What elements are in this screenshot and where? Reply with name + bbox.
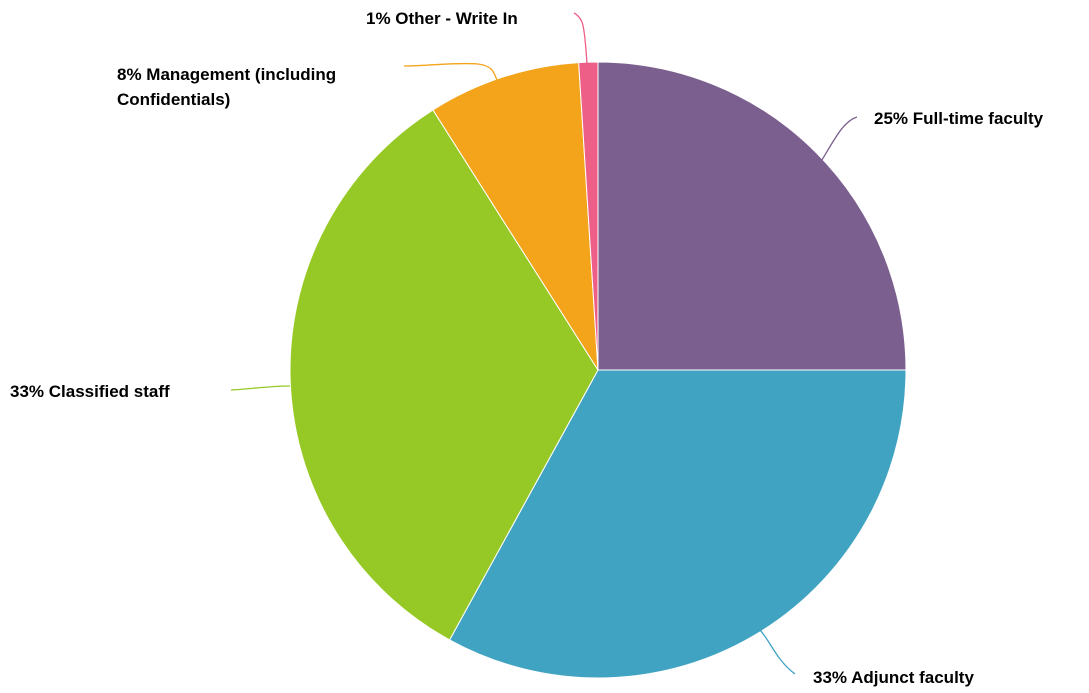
slice-label-adjunct-faculty: 33% Adjunct faculty: [813, 668, 974, 687]
slice-label-classified-staff: 33% Classified staff: [10, 382, 170, 401]
leader-line-classified-staff: [230, 385, 291, 391]
pie-slice-classified-staff: [289, 109, 599, 641]
leader-lines: [230, 12, 858, 675]
leader-line-adjunct-faculty: [758, 628, 796, 675]
pie-slice-other-write-in: [578, 61, 599, 371]
slice-label-management-including-confidentials: 8% Management (including Confidentials): [117, 65, 336, 109]
leader-line-other-write-in: [573, 12, 588, 65]
pie-slice-adjunct-faculty: [448, 369, 907, 679]
slice-label-other-write-in: 1% Other - Write In: [366, 9, 518, 28]
pie-slice-full-time-faculty: [597, 61, 907, 371]
slice-labels: 25% Full-time faculty 33% Adjunct faculty…: [10, 9, 1044, 687]
pie-slices: [289, 61, 907, 679]
slice-label-full-time-faculty: 25% Full-time faculty: [874, 109, 1044, 128]
pie-slice-management-including-confidentials: [432, 62, 599, 371]
leader-line-management-including-confidentials: [403, 62, 498, 81]
leader-line-full-time-faculty: [810, 116, 858, 178]
